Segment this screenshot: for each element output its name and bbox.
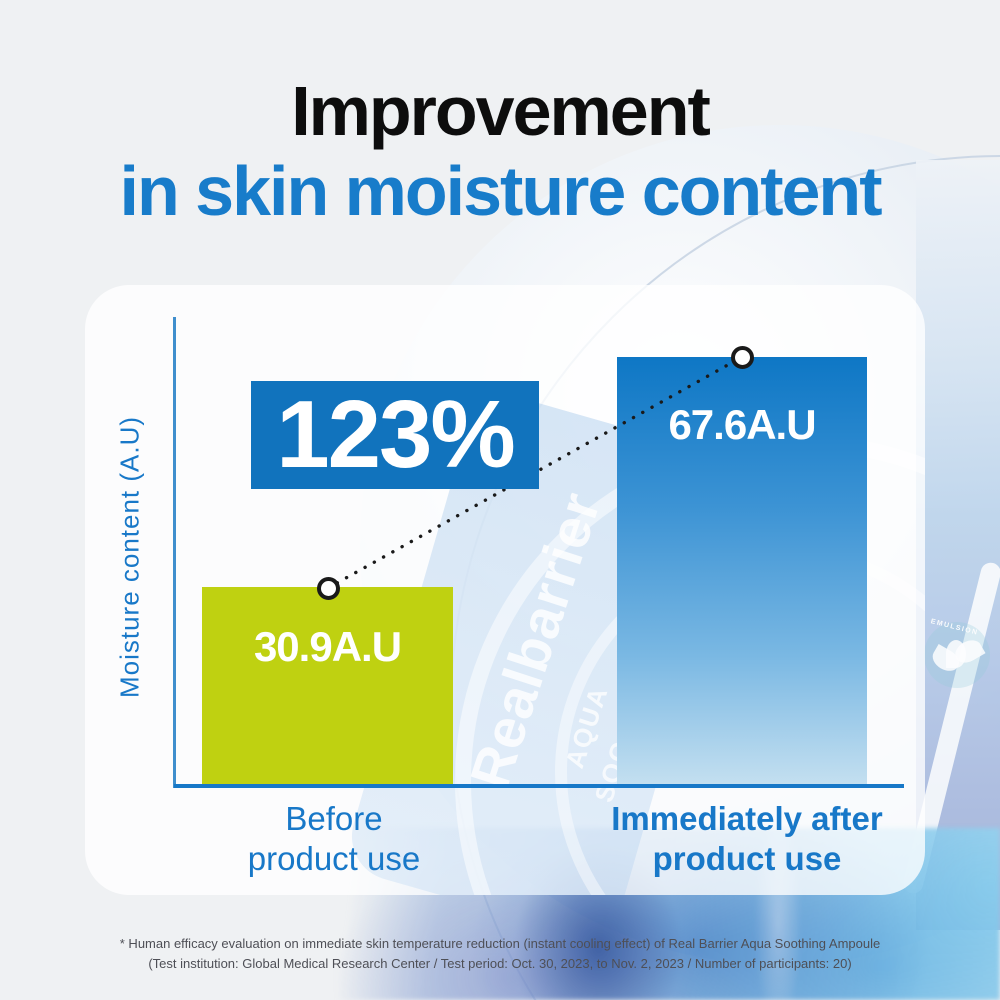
category-label-before-line-1: Before bbox=[285, 800, 383, 837]
footnote: * Human efficacy evaluation on immediate… bbox=[0, 934, 1000, 973]
improvement-badge: 123% bbox=[251, 381, 539, 489]
footnote-line-2: (Test institution: Global Medical Resear… bbox=[148, 955, 852, 971]
data-point-marker-before bbox=[317, 577, 340, 600]
emulsion-logo-icon: EMULSION bbox=[924, 618, 990, 688]
category-label-before: Before product use bbox=[202, 799, 466, 879]
page-title-line-1: Improvement bbox=[291, 72, 711, 150]
bar-value-after: 67.6A.U bbox=[668, 401, 816, 448]
category-label-before-line-2: product use bbox=[247, 840, 421, 877]
bar-value-before: 30.9A.U bbox=[253, 623, 402, 670]
category-label-after-line-1: Immediately after bbox=[611, 800, 883, 837]
x-axis-line bbox=[174, 784, 904, 788]
background-right-bottle-edge: EMULSION bbox=[901, 160, 1000, 930]
chart-panel: Realbarrier AQUA SOO Moisture content (A… bbox=[85, 285, 925, 895]
bar-before-product-use bbox=[202, 587, 453, 784]
category-label-after: Immediately after product use bbox=[592, 799, 902, 879]
category-label-after-line-2: product use bbox=[652, 840, 842, 877]
data-point-marker-after bbox=[731, 346, 754, 369]
improvement-badge-value: 123% bbox=[276, 381, 516, 488]
bar-immediately-after-product-use bbox=[617, 357, 867, 784]
page-title-line-2: in skin moisture content bbox=[119, 152, 883, 230]
footnote-line-1: * Human efficacy evaluation on immediate… bbox=[119, 936, 881, 951]
y-axis-line bbox=[173, 317, 176, 788]
